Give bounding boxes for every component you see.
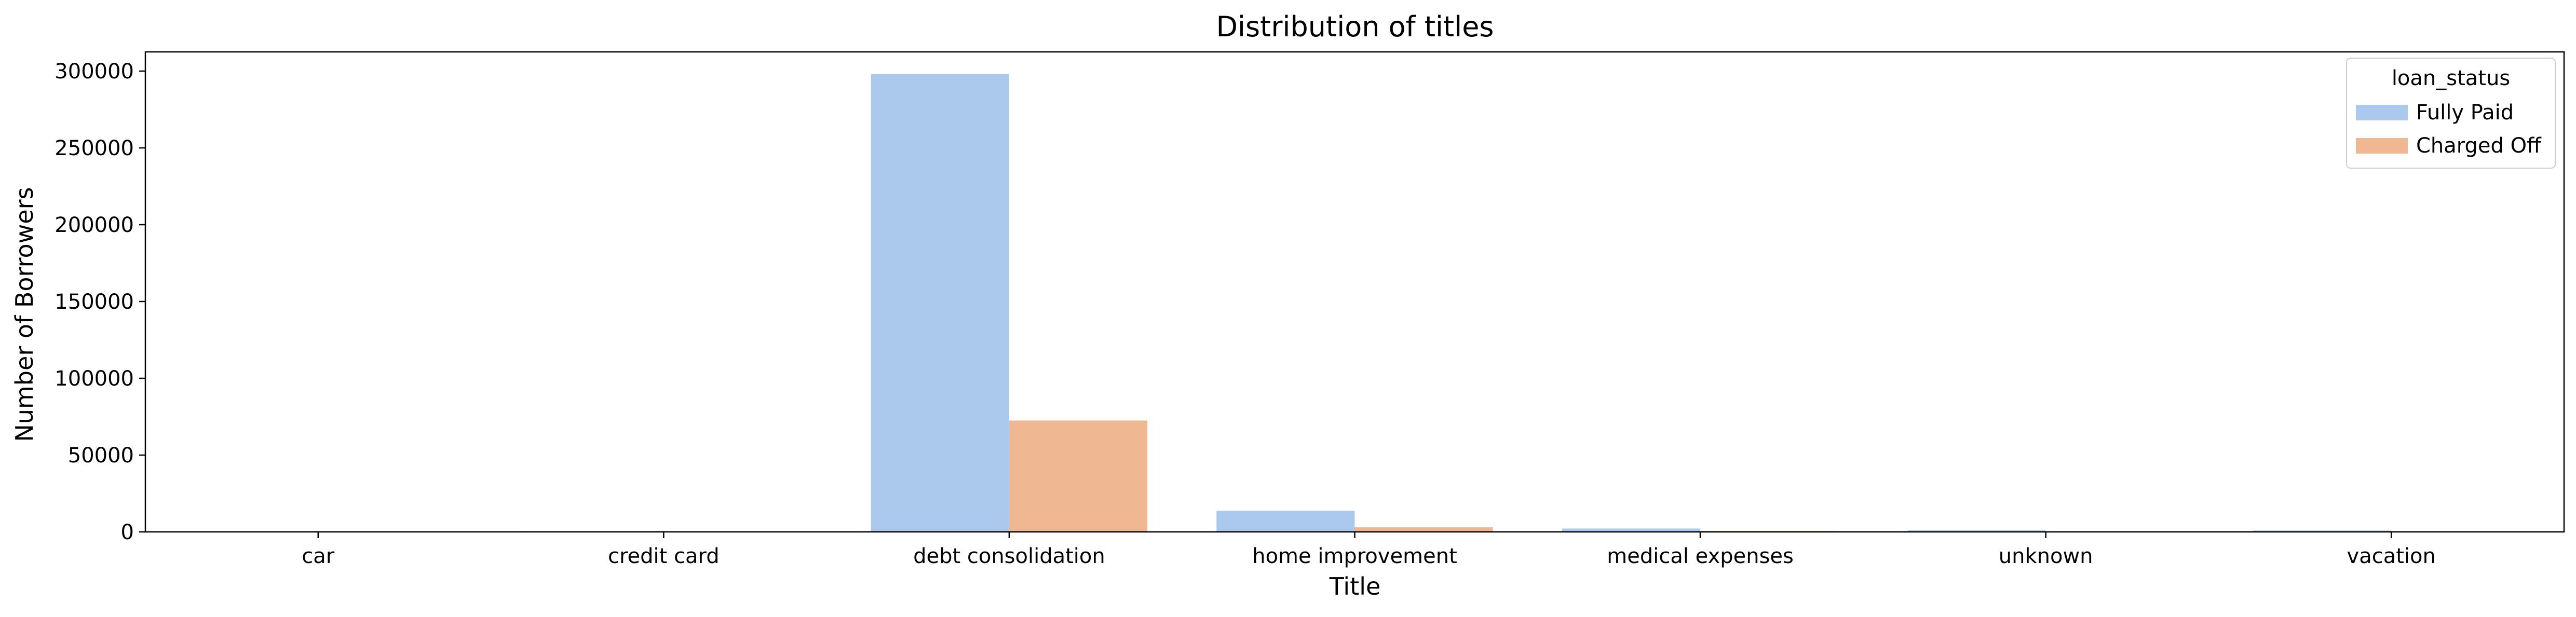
x-tick-label-car: car xyxy=(302,544,335,568)
legend-title: loan_status xyxy=(2392,66,2510,90)
bar-fully-paid-debt-consolidation xyxy=(871,74,1009,532)
bar-charged-off-home-improvement xyxy=(1354,527,1493,532)
legend-swatch-fully-paid xyxy=(2356,105,2408,120)
y-tick-label: 300000 xyxy=(55,60,134,84)
legend-label-charged-off: Charged Off xyxy=(2416,134,2542,158)
x-tick-label-vacation: vacation xyxy=(2347,544,2436,568)
x-tick-label-credit-card: credit card xyxy=(608,544,720,568)
bar-charged-off-debt-consolidation xyxy=(1009,420,1148,532)
legend-label-fully-paid: Fully Paid xyxy=(2416,101,2514,125)
y-axis-ticks: 0 50000 100000 150000 200000 250000 300000 xyxy=(55,60,145,544)
y-tick-label: 0 xyxy=(121,520,134,544)
y-axis-label: Number of Borrowers xyxy=(10,187,38,442)
y-tick-label: 50000 xyxy=(68,444,134,468)
legend-swatch-charged-off xyxy=(2356,138,2408,154)
x-tick-label-medical-expenses: medical expenses xyxy=(1607,544,1794,568)
x-axis-ticks: car credit card debt consolidation home imp… xyxy=(302,532,2436,568)
plot-frame xyxy=(144,51,2565,533)
bar-fully-paid-vacation xyxy=(2253,530,2392,532)
chart-title: Distribution of titles xyxy=(1216,10,1494,43)
x-axis-label: Title xyxy=(1329,572,1381,600)
y-tick-label: 100000 xyxy=(55,367,134,391)
bar-fully-paid-unknown xyxy=(1907,530,2046,532)
x-tick-label-unknown: unknown xyxy=(1999,544,2093,568)
y-tick-label: 250000 xyxy=(55,136,134,160)
legend: loan_status Fully Paid Charged Off xyxy=(2346,58,2556,169)
x-tick-label-debt-consolidation: debt consolidation xyxy=(913,544,1105,568)
bar-fully-paid-medical-expenses xyxy=(1562,528,1701,532)
x-tick-label-home-improvement: home improvement xyxy=(1252,544,1457,568)
y-tick-label: 200000 xyxy=(55,213,134,237)
bars xyxy=(180,74,2530,532)
y-tick-label: 150000 xyxy=(55,290,134,314)
bar-fully-paid-home-improvement xyxy=(1216,511,1355,532)
